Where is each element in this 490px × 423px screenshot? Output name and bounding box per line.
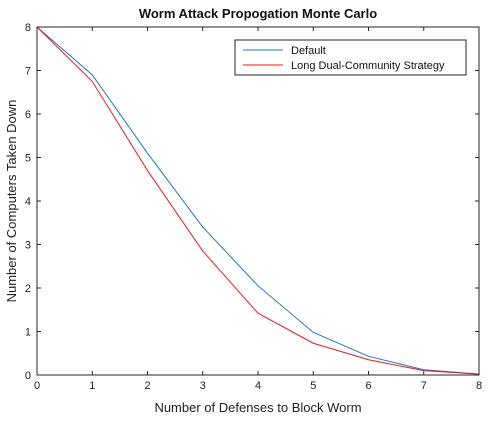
x-tick-label: 4 <box>255 380 261 392</box>
series-line-long-dual-community-strategy <box>36 26 480 375</box>
y-tick-label: 5 <box>25 153 31 165</box>
y-tick-label: 1 <box>25 327 31 339</box>
y-tick-label: 0 <box>25 370 31 382</box>
legend-label: Default <box>291 45 326 57</box>
y-tick-label: 3 <box>25 240 31 252</box>
y-tick-label: 2 <box>25 283 31 295</box>
x-tick-label: 6 <box>365 380 371 392</box>
x-tick-labels: 0 1 2 3 4 5 6 7 8 <box>34 380 482 392</box>
legend-box <box>234 39 467 76</box>
plot-area-frame <box>36 26 480 376</box>
x-axis-label: Number of Defenses to Block Worm <box>154 400 361 415</box>
y-tick-label: 4 <box>25 196 31 208</box>
x-tick-label: 2 <box>144 380 150 392</box>
x-tick-label: 3 <box>200 380 206 392</box>
x-tick-label: 0 <box>34 380 40 392</box>
y-tick-label: 8 <box>25 22 31 34</box>
x-tick-label: 7 <box>421 380 427 392</box>
y-tick-labels: 0 1 2 3 4 5 6 7 8 <box>25 22 31 382</box>
y-tick-label: 7 <box>25 66 31 78</box>
y-axis-label: Number of Computers Taken Down <box>4 100 19 303</box>
chart-title: Worm Attack Propogation Monte Carlo <box>139 6 377 21</box>
x-tick-label: 5 <box>310 380 316 392</box>
legend-label: Long Dual-Community Strategy <box>291 60 445 72</box>
x-tick-label: 1 <box>89 380 95 392</box>
legend-items: Default Long Dual-Community Strategy <box>243 45 445 72</box>
y-tick-label: 6 <box>25 109 31 121</box>
legend: Default Long Dual-Community Strategy <box>234 39 467 76</box>
x-tick-label: 8 <box>476 380 482 392</box>
series-lines <box>36 26 480 375</box>
series-line-default <box>36 26 480 375</box>
